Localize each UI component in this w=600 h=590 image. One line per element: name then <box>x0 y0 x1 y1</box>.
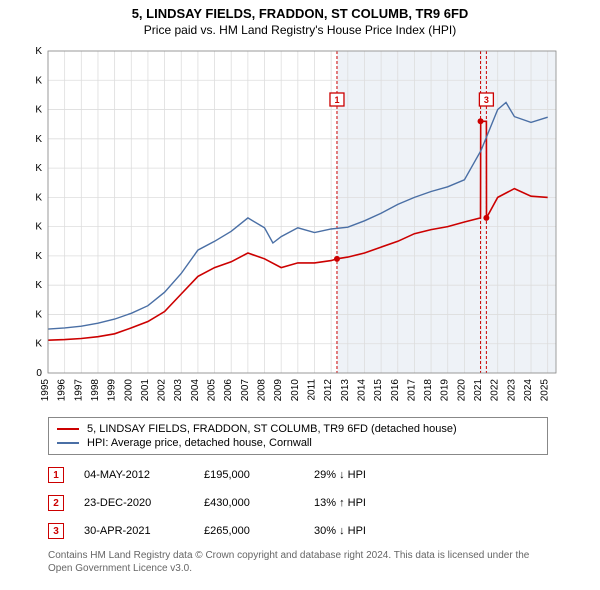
svg-text:1: 1 <box>334 95 339 105</box>
legend-box: 5, LINDSAY FIELDS, FRADDON, ST COLUMB, T… <box>48 417 548 455</box>
svg-text:£250K: £250K <box>36 222 42 233</box>
event-delta: 30% ↓ HPI <box>314 525 414 537</box>
legend-swatch <box>57 442 79 444</box>
legend-label: HPI: Average price, detached house, Corn… <box>87 437 312 449</box>
attribution-text: Contains HM Land Registry data © Crown c… <box>48 549 548 575</box>
svg-text:1995: 1995 <box>40 379 51 402</box>
svg-text:2014: 2014 <box>356 379 367 402</box>
svg-text:2023: 2023 <box>506 379 517 402</box>
events-table: 1 04-MAY-2012 £195,000 29% ↓ HPI 2 23-DEC-202… <box>48 461 548 545</box>
svg-text:£150K: £150K <box>36 280 42 291</box>
svg-text:3: 3 <box>484 95 489 105</box>
svg-text:2002: 2002 <box>157 379 168 402</box>
svg-text:2018: 2018 <box>423 379 434 402</box>
svg-text:2015: 2015 <box>373 379 384 402</box>
legend-row: HPI: Average price, detached house, Corn… <box>57 436 539 450</box>
event-date: 30-APR-2021 <box>84 525 184 537</box>
svg-text:£450K: £450K <box>36 105 42 116</box>
legend-label: 5, LINDSAY FIELDS, FRADDON, ST COLUMB, T… <box>87 423 457 435</box>
svg-text:£200K: £200K <box>36 251 42 262</box>
svg-text:£350K: £350K <box>36 163 42 174</box>
legend-row: 5, LINDSAY FIELDS, FRADDON, ST COLUMB, T… <box>57 422 539 436</box>
svg-text:2003: 2003 <box>173 379 184 402</box>
svg-text:£400K: £400K <box>36 134 42 145</box>
chart-subtitle: Price paid vs. HM Land Registry's House … <box>0 21 600 41</box>
line-chart-svg: £0 £50K £100K £150K £200K £250K £300K £350K £400… <box>36 41 596 411</box>
svg-text:2000: 2000 <box>123 379 134 402</box>
event-delta: 13% ↑ HPI <box>314 497 414 509</box>
svg-text:2011: 2011 <box>306 379 317 401</box>
svg-text:1997: 1997 <box>73 379 84 402</box>
svg-text:2024: 2024 <box>523 379 534 402</box>
event-date: 23-DEC-2020 <box>84 497 184 509</box>
event-number-box: 3 <box>48 523 64 539</box>
svg-text:1999: 1999 <box>107 379 118 402</box>
event-row: 2 23-DEC-2020 £430,000 13% ↑ HPI <box>48 489 548 517</box>
svg-text:1998: 1998 <box>90 379 101 402</box>
svg-text:£300K: £300K <box>36 192 42 203</box>
svg-text:2025: 2025 <box>540 379 551 402</box>
svg-text:2009: 2009 <box>273 379 284 402</box>
event-number-box: 2 <box>48 495 64 511</box>
event-price: £430,000 <box>204 497 294 509</box>
event-number-box: 1 <box>48 467 64 483</box>
legend-swatch <box>57 428 79 430</box>
svg-text:2010: 2010 <box>290 379 301 402</box>
svg-text:2004: 2004 <box>190 379 201 402</box>
svg-text:£100K: £100K <box>36 309 42 320</box>
event-price: £195,000 <box>204 469 294 481</box>
event-row: 3 30-APR-2021 £265,000 30% ↓ HPI <box>48 517 548 545</box>
svg-text:£50K: £50K <box>36 339 42 350</box>
svg-text:2019: 2019 <box>440 379 451 402</box>
svg-text:2017: 2017 <box>406 379 417 402</box>
svg-text:2005: 2005 <box>207 379 218 402</box>
svg-text:£500K: £500K <box>36 75 42 86</box>
event-price: £265,000 <box>204 525 294 537</box>
svg-text:2012: 2012 <box>323 379 334 402</box>
svg-text:£550K: £550K <box>36 46 42 57</box>
svg-text:2006: 2006 <box>223 379 234 402</box>
event-delta: 29% ↓ HPI <box>314 469 414 481</box>
svg-text:2008: 2008 <box>257 379 268 402</box>
svg-text:1996: 1996 <box>57 379 68 402</box>
svg-text:2013: 2013 <box>340 379 351 402</box>
event-date: 04-MAY-2012 <box>84 469 184 481</box>
svg-text:2021: 2021 <box>473 379 484 402</box>
svg-text:2001: 2001 <box>140 379 151 402</box>
svg-text:£0: £0 <box>36 368 42 379</box>
svg-text:2016: 2016 <box>390 379 401 402</box>
chart-plot-area: £0 £50K £100K £150K £200K £250K £300K £350K £400… <box>36 41 596 411</box>
svg-text:2022: 2022 <box>490 379 501 402</box>
event-row: 1 04-MAY-2012 £195,000 29% ↓ HPI <box>48 461 548 489</box>
svg-text:2020: 2020 <box>456 379 467 402</box>
chart-title: 5, LINDSAY FIELDS, FRADDON, ST COLUMB, T… <box>0 0 600 21</box>
svg-text:2007: 2007 <box>240 379 251 402</box>
